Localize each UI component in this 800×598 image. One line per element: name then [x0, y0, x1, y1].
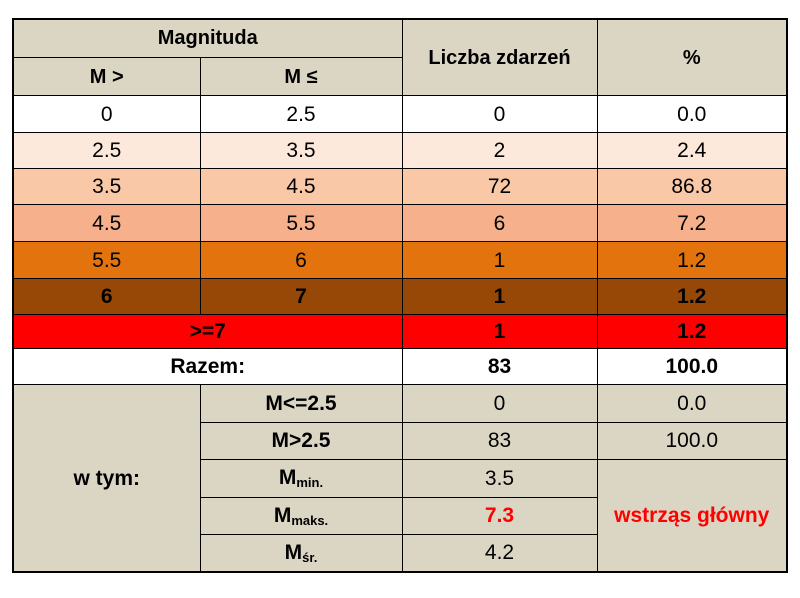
- mmax-value: 7.3: [401, 496, 598, 535]
- header-count: Liczba zdarzeń: [401, 18, 598, 97]
- cell-percent: 7.2: [596, 204, 788, 242]
- table-row: 2.5 3.5 2 2.4: [12, 131, 788, 170]
- breakdown-le25-percent: 0.0: [596, 384, 788, 423]
- cell-count: 6: [401, 204, 598, 242]
- breakdown-gt25-percent: 100.0: [596, 421, 788, 461]
- cell-count: 1: [401, 240, 598, 280]
- cell-count: 2: [401, 131, 598, 170]
- table-row: 5.5 6 1 1.2: [12, 240, 788, 280]
- cell-m-le: 3.5: [199, 131, 403, 170]
- header-magnitude: Magnituda: [12, 18, 403, 58]
- table-row: Mśr. 4.2: [13, 533, 787, 573]
- cell-m-gt: 4.5: [12, 204, 201, 242]
- breakdown-le25-label: M<=2.5: [199, 384, 403, 423]
- table-row: M>2.5 83 100.0: [13, 421, 788, 461]
- cell-percent: 86.8: [596, 168, 788, 206]
- breakdown-label: w tym:: [12, 384, 201, 573]
- main-shock-label: wstrząs główny: [596, 459, 788, 573]
- mmin-label: Mmin.: [199, 459, 403, 498]
- table-row: w tym: M<=2.5 0 0.0: [12, 384, 788, 573]
- magnitude-table: Magnituda Liczba zdarzeń % M > M ≤ 0 2.5…: [12, 18, 788, 573]
- header-m-le: M ≤: [199, 56, 403, 97]
- cell-percent: 1.2: [596, 313, 788, 350]
- cell-percent: 1.2: [596, 240, 788, 280]
- cell-m-gt: 3.5: [12, 168, 201, 206]
- cell-percent: 2.4: [596, 131, 788, 170]
- table-row-over7: >=7 1 1.2: [12, 313, 788, 350]
- total-count: 83: [401, 347, 598, 386]
- cell-m-gt: 5.5: [12, 240, 201, 280]
- mmin-value: 3.5: [401, 459, 598, 498]
- cell-m-gt: 2.5: [12, 131, 201, 170]
- table-row: Mmin. 3.5 wstrząs główny: [13, 459, 788, 573]
- breakdown-le25-count: 0: [401, 384, 598, 423]
- cell-m-le: 5.5: [199, 204, 403, 242]
- cell-percent: 0.0: [596, 95, 788, 133]
- cell-m-gt: 0: [12, 95, 201, 133]
- table-row: Mmaks. 7.3: [13, 496, 787, 535]
- cell-count: 0: [401, 95, 598, 133]
- cell-count: 1: [401, 278, 598, 315]
- cell-count: 1: [401, 313, 598, 350]
- cell-m-le: 6: [199, 240, 403, 280]
- header-percent: %: [596, 18, 788, 97]
- cell-over7-label: >=7: [12, 313, 403, 350]
- table-row: 6 7 1 1.2: [12, 278, 788, 315]
- table-row: 4.5 5.5 6 7.2: [12, 204, 788, 242]
- mmax-label: Mmaks.: [199, 496, 403, 535]
- cell-m-le: 4.5: [199, 168, 403, 206]
- table-row: 0 2.5 0 0.0: [12, 95, 788, 133]
- table-row-total: Razem: 83 100.0: [12, 347, 788, 386]
- total-percent: 100.0: [596, 347, 788, 386]
- mavg-label: Mśr.: [199, 533, 403, 573]
- table-row: 3.5 4.5 72 86.8: [12, 168, 788, 206]
- mavg-value: 4.2: [401, 533, 598, 573]
- cell-count: 72: [401, 168, 598, 206]
- breakdown-gt25-label: M>2.5: [199, 421, 403, 461]
- breakdown-gt25-count: 83: [401, 421, 598, 461]
- cell-m-gt: 6: [12, 278, 201, 315]
- total-label: Razem:: [12, 347, 403, 386]
- cell-m-le: 7: [199, 278, 403, 315]
- cell-percent: 1.2: [596, 278, 788, 315]
- header-m-gt: M >: [12, 56, 201, 97]
- cell-m-le: 2.5: [199, 95, 403, 133]
